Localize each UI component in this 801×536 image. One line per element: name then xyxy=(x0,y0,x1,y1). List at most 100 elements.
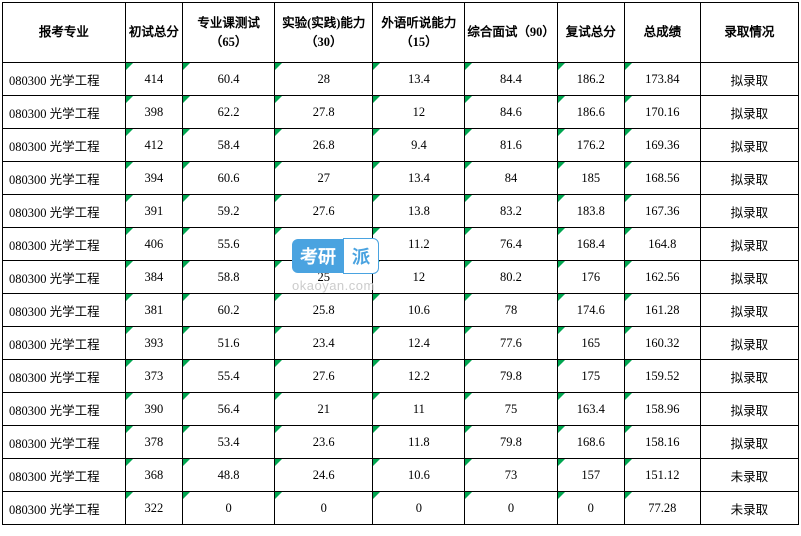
cell-r6-c0: 080300 光学工程 xyxy=(3,261,126,294)
cell-r7-c8: 拟录取 xyxy=(700,294,798,327)
cell-r13-c4: 0 xyxy=(373,492,465,525)
cell-r12-c3: 24.6 xyxy=(275,459,373,492)
cell-r0-c7: 173.84 xyxy=(625,63,701,96)
col-header-1: 初试总分 xyxy=(125,3,182,63)
cell-r8-c0: 080300 光学工程 xyxy=(3,327,126,360)
cell-r3-c0: 080300 光学工程 xyxy=(3,162,126,195)
cell-r5-c1: 406 xyxy=(125,228,182,261)
cell-r6-c5: 80.2 xyxy=(465,261,557,294)
cell-r12-c2: 48.8 xyxy=(183,459,275,492)
table-row: 080300 光学工程41460.42813.484.4186.2173.84拟… xyxy=(3,63,799,96)
table-row: 080300 光学工程41258.426.89.481.6176.2169.36… xyxy=(3,129,799,162)
cell-r13-c2: 0 xyxy=(183,492,275,525)
cell-r9-c1: 373 xyxy=(125,360,182,393)
cell-r7-c5: 78 xyxy=(465,294,557,327)
cell-r7-c0: 080300 光学工程 xyxy=(3,294,126,327)
cell-r1-c1: 398 xyxy=(125,96,182,129)
cell-r4-c3: 27.6 xyxy=(275,195,373,228)
cell-r4-c0: 080300 光学工程 xyxy=(3,195,126,228)
cell-r2-c3: 26.8 xyxy=(275,129,373,162)
cell-r4-c8: 拟录取 xyxy=(700,195,798,228)
table-row: 080300 光学工程40655.625.211.276.4168.4164.8… xyxy=(3,228,799,261)
cell-r9-c2: 55.4 xyxy=(183,360,275,393)
cell-r11-c2: 53.4 xyxy=(183,426,275,459)
cell-r13-c3: 0 xyxy=(275,492,373,525)
cell-r3-c2: 60.6 xyxy=(183,162,275,195)
col-header-0: 报考专业 xyxy=(3,3,126,63)
cell-r8-c7: 160.32 xyxy=(625,327,701,360)
cell-r9-c0: 080300 光学工程 xyxy=(3,360,126,393)
admission-results-table: 报考专业初试总分专业课测试（65）实验(实践)能力（30）外语听说能力（15）综… xyxy=(2,2,799,525)
cell-r13-c7: 77.28 xyxy=(625,492,701,525)
cell-r4-c1: 391 xyxy=(125,195,182,228)
cell-r0-c3: 28 xyxy=(275,63,373,96)
table-row: 080300 光学工程38458.8251280.2176162.56拟录取 xyxy=(3,261,799,294)
table-row: 080300 光学工程39159.227.613.883.2183.8167.3… xyxy=(3,195,799,228)
cell-r4-c7: 167.36 xyxy=(625,195,701,228)
cell-r5-c8: 拟录取 xyxy=(700,228,798,261)
cell-r3-c3: 27 xyxy=(275,162,373,195)
cell-r4-c5: 83.2 xyxy=(465,195,557,228)
cell-r6-c1: 384 xyxy=(125,261,182,294)
cell-r4-c6: 183.8 xyxy=(557,195,625,228)
cell-r0-c5: 84.4 xyxy=(465,63,557,96)
cell-r11-c0: 080300 光学工程 xyxy=(3,426,126,459)
cell-r0-c2: 60.4 xyxy=(183,63,275,96)
cell-r7-c7: 161.28 xyxy=(625,294,701,327)
cell-r0-c4: 13.4 xyxy=(373,63,465,96)
cell-r10-c0: 080300 光学工程 xyxy=(3,393,126,426)
table-row: 080300 光学工程38160.225.810.678174.6161.28拟… xyxy=(3,294,799,327)
cell-r5-c0: 080300 光学工程 xyxy=(3,228,126,261)
cell-r7-c1: 381 xyxy=(125,294,182,327)
cell-r11-c8: 拟录取 xyxy=(700,426,798,459)
cell-r0-c8: 拟录取 xyxy=(700,63,798,96)
cell-r3-c1: 394 xyxy=(125,162,182,195)
cell-r9-c4: 12.2 xyxy=(373,360,465,393)
cell-r6-c6: 176 xyxy=(557,261,625,294)
col-header-5: 综合面试（90） xyxy=(465,3,557,63)
cell-r11-c5: 79.8 xyxy=(465,426,557,459)
cell-r13-c0: 080300 光学工程 xyxy=(3,492,126,525)
cell-r12-c1: 368 xyxy=(125,459,182,492)
table-row: 080300 光学工程39460.62713.484185168.56拟录取 xyxy=(3,162,799,195)
cell-r13-c1: 322 xyxy=(125,492,182,525)
cell-r7-c2: 60.2 xyxy=(183,294,275,327)
cell-r11-c1: 378 xyxy=(125,426,182,459)
cell-r1-c4: 12 xyxy=(373,96,465,129)
cell-r5-c7: 164.8 xyxy=(625,228,701,261)
cell-r10-c3: 21 xyxy=(275,393,373,426)
cell-r10-c8: 拟录取 xyxy=(700,393,798,426)
cell-r7-c4: 10.6 xyxy=(373,294,465,327)
cell-r3-c4: 13.4 xyxy=(373,162,465,195)
cell-r6-c2: 58.8 xyxy=(183,261,275,294)
cell-r2-c4: 9.4 xyxy=(373,129,465,162)
cell-r5-c2: 55.6 xyxy=(183,228,275,261)
cell-r8-c4: 12.4 xyxy=(373,327,465,360)
table-row: 080300 光学工程39056.4211175163.4158.96拟录取 xyxy=(3,393,799,426)
table-row: 080300 光学工程36848.824.610.673157151.12未录取 xyxy=(3,459,799,492)
cell-r10-c1: 390 xyxy=(125,393,182,426)
table-row: 080300 光学工程39862.227.81284.6186.6170.16拟… xyxy=(3,96,799,129)
cell-r6-c4: 12 xyxy=(373,261,465,294)
cell-r5-c6: 168.4 xyxy=(557,228,625,261)
cell-r12-c4: 10.6 xyxy=(373,459,465,492)
cell-r5-c4: 11.2 xyxy=(373,228,465,261)
cell-r2-c1: 412 xyxy=(125,129,182,162)
cell-r2-c7: 169.36 xyxy=(625,129,701,162)
cell-r11-c4: 11.8 xyxy=(373,426,465,459)
cell-r9-c7: 159.52 xyxy=(625,360,701,393)
cell-r10-c4: 11 xyxy=(373,393,465,426)
cell-r9-c3: 27.6 xyxy=(275,360,373,393)
table-row: 080300 光学工程3220000077.28未录取 xyxy=(3,492,799,525)
cell-r1-c8: 拟录取 xyxy=(700,96,798,129)
cell-r2-c2: 58.4 xyxy=(183,129,275,162)
cell-r1-c0: 080300 光学工程 xyxy=(3,96,126,129)
cell-r2-c6: 176.2 xyxy=(557,129,625,162)
cell-r2-c8: 拟录取 xyxy=(700,129,798,162)
cell-r0-c0: 080300 光学工程 xyxy=(3,63,126,96)
cell-r1-c3: 27.8 xyxy=(275,96,373,129)
cell-r1-c6: 186.6 xyxy=(557,96,625,129)
cell-r12-c0: 080300 光学工程 xyxy=(3,459,126,492)
col-header-2: 专业课测试（65） xyxy=(183,3,275,63)
cell-r4-c4: 13.8 xyxy=(373,195,465,228)
